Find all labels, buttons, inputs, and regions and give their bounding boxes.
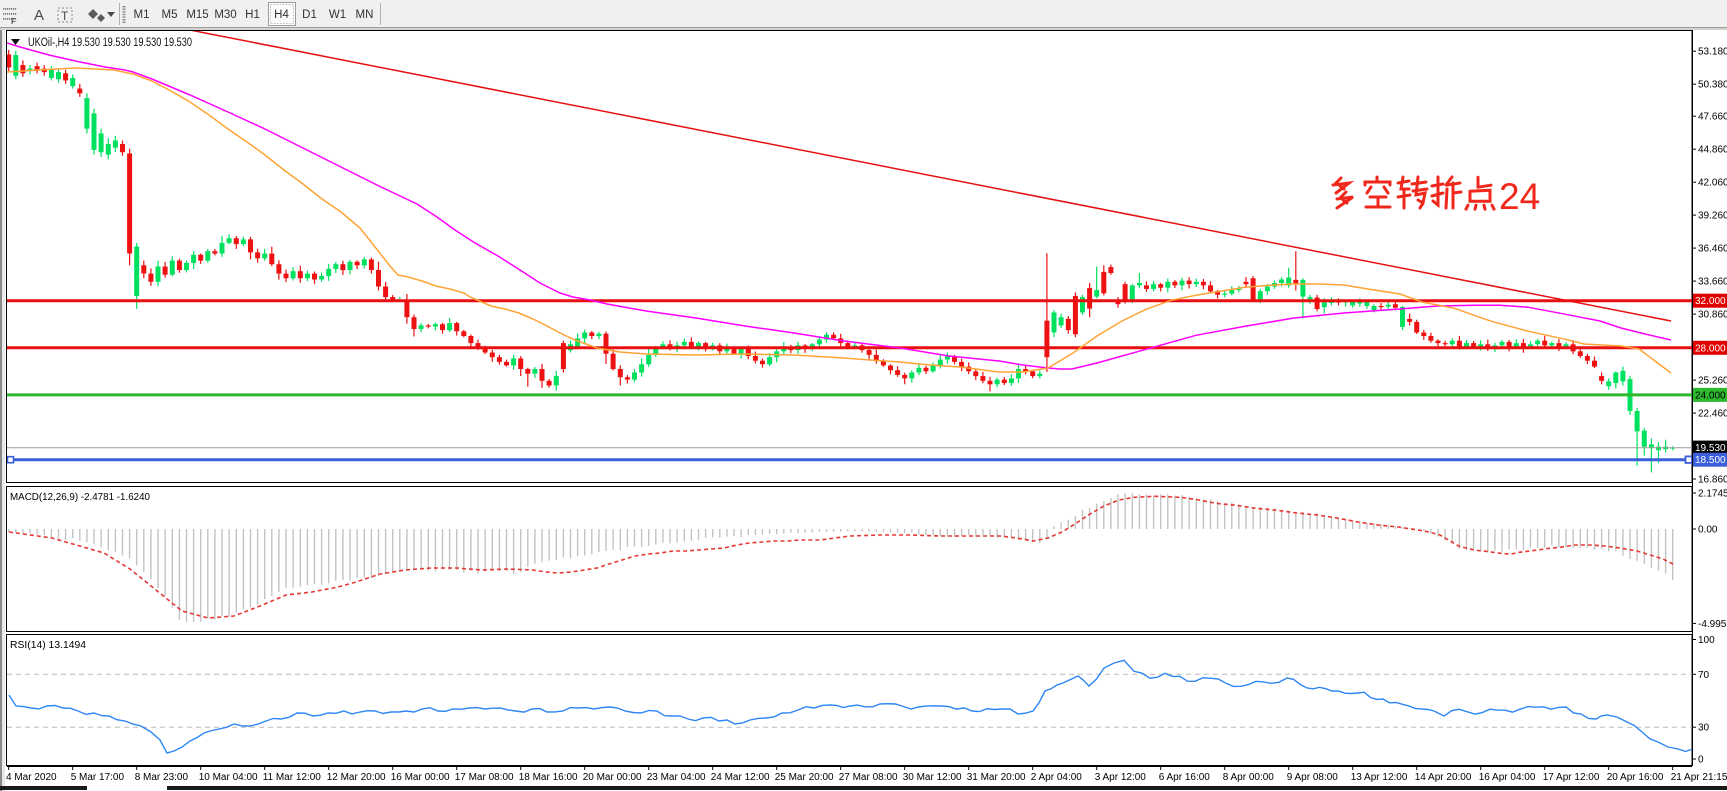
svg-text:24: 24 xyxy=(1499,176,1540,217)
svg-text:18.500: 18.500 xyxy=(1695,455,1726,466)
svg-text:2.1745: 2.1745 xyxy=(1698,489,1727,500)
svg-text:42.060: 42.060 xyxy=(1698,178,1727,189)
svg-text:36.460: 36.460 xyxy=(1698,244,1727,255)
svg-text:16.860: 16.860 xyxy=(1698,475,1727,486)
svg-text:MACD(12,26,9) -2.4781 -1.6240: MACD(12,26,9) -2.4781 -1.6240 xyxy=(10,492,150,503)
svg-text:70: 70 xyxy=(1698,670,1710,681)
svg-text:M1: M1 xyxy=(134,9,150,21)
svg-text:W1: W1 xyxy=(329,9,346,21)
svg-text:8 Mar 23:00: 8 Mar 23:00 xyxy=(135,772,189,783)
svg-text:20 Apr 16:00: 20 Apr 16:00 xyxy=(1607,772,1664,783)
svg-text:18 Mar 16:00: 18 Mar 16:00 xyxy=(519,772,578,783)
svg-text:14 Apr 20:00: 14 Apr 20:00 xyxy=(1415,772,1472,783)
svg-text:M30: M30 xyxy=(214,9,236,21)
svg-text:33.660: 33.660 xyxy=(1698,277,1727,288)
svg-text:D1: D1 xyxy=(302,9,317,21)
svg-text:25 Mar 20:00: 25 Mar 20:00 xyxy=(775,772,834,783)
svg-text:2 Apr 04:00: 2 Apr 04:00 xyxy=(1031,772,1083,783)
svg-text:24.000: 24.000 xyxy=(1695,390,1726,401)
svg-text:17 Mar 08:00: 17 Mar 08:00 xyxy=(455,772,514,783)
svg-text:16 Mar 00:00: 16 Mar 00:00 xyxy=(391,772,450,783)
svg-text:28.000: 28.000 xyxy=(1695,343,1726,354)
svg-text:30: 30 xyxy=(1698,723,1710,734)
svg-text:27 Mar 08:00: 27 Mar 08:00 xyxy=(839,772,898,783)
svg-text:H1: H1 xyxy=(245,9,260,21)
svg-text:M15: M15 xyxy=(186,9,208,21)
svg-text:UKOil-,H4 19.530 19.530 19.53: UKOil-,H4 19.530 19.530 19.530 19.530 xyxy=(28,37,192,49)
svg-text:17 Apr 12:00: 17 Apr 12:00 xyxy=(1543,772,1600,783)
svg-text:24 Mar 12:00: 24 Mar 12:00 xyxy=(711,772,770,783)
svg-text:-4.9955: -4.9955 xyxy=(1698,619,1727,630)
svg-text:10 Mar 04:00: 10 Mar 04:00 xyxy=(199,772,258,783)
svg-text:8 Apr 00:00: 8 Apr 00:00 xyxy=(1223,772,1275,783)
svg-text:3 Apr 12:00: 3 Apr 12:00 xyxy=(1095,772,1147,783)
svg-text:25.260: 25.260 xyxy=(1698,376,1727,387)
svg-text:39.260: 39.260 xyxy=(1698,211,1727,222)
svg-text:A: A xyxy=(34,7,44,24)
svg-text:53.180: 53.180 xyxy=(1698,47,1727,58)
svg-text:30.860: 30.860 xyxy=(1698,310,1727,321)
svg-text:5 Mar 17:00: 5 Mar 17:00 xyxy=(71,772,125,783)
svg-text:H4: H4 xyxy=(274,9,289,21)
svg-text:4 Mar 2020: 4 Mar 2020 xyxy=(6,772,57,783)
svg-text:47.660: 47.660 xyxy=(1698,112,1727,123)
svg-text:13 Apr 12:00: 13 Apr 12:00 xyxy=(1351,772,1408,783)
svg-text:30 Mar 12:00: 30 Mar 12:00 xyxy=(903,772,962,783)
svg-text:6 Apr 16:00: 6 Apr 16:00 xyxy=(1159,772,1211,783)
svg-text:44.860: 44.860 xyxy=(1698,145,1727,156)
svg-text:21 Apr 21:15: 21 Apr 21:15 xyxy=(1671,772,1727,783)
svg-text:T: T xyxy=(61,9,69,23)
svg-text:0.00: 0.00 xyxy=(1698,525,1718,536)
svg-text:19.530: 19.530 xyxy=(1695,443,1726,454)
svg-text:0: 0 xyxy=(1698,755,1704,766)
svg-text:F: F xyxy=(11,17,16,26)
svg-text:12 Mar 20:00: 12 Mar 20:00 xyxy=(327,772,386,783)
svg-text:11 Mar 12:00: 11 Mar 12:00 xyxy=(263,772,322,783)
svg-text:16 Apr 04:00: 16 Apr 04:00 xyxy=(1479,772,1536,783)
svg-text:20 Mar 00:00: 20 Mar 00:00 xyxy=(583,772,642,783)
svg-text:9 Apr 08:00: 9 Apr 08:00 xyxy=(1287,772,1339,783)
svg-text:32.000: 32.000 xyxy=(1695,296,1726,307)
svg-text:RSI(14) 13.1494: RSI(14) 13.1494 xyxy=(10,640,86,651)
svg-text:23 Mar 04:00: 23 Mar 04:00 xyxy=(647,772,706,783)
svg-text:MN: MN xyxy=(356,9,374,21)
svg-text:50.380: 50.380 xyxy=(1698,80,1727,91)
svg-text:31 Mar 20:00: 31 Mar 20:00 xyxy=(967,772,1026,783)
svg-text:100: 100 xyxy=(1698,635,1715,646)
svg-text:22.460: 22.460 xyxy=(1698,409,1727,420)
svg-text:M5: M5 xyxy=(162,9,178,21)
